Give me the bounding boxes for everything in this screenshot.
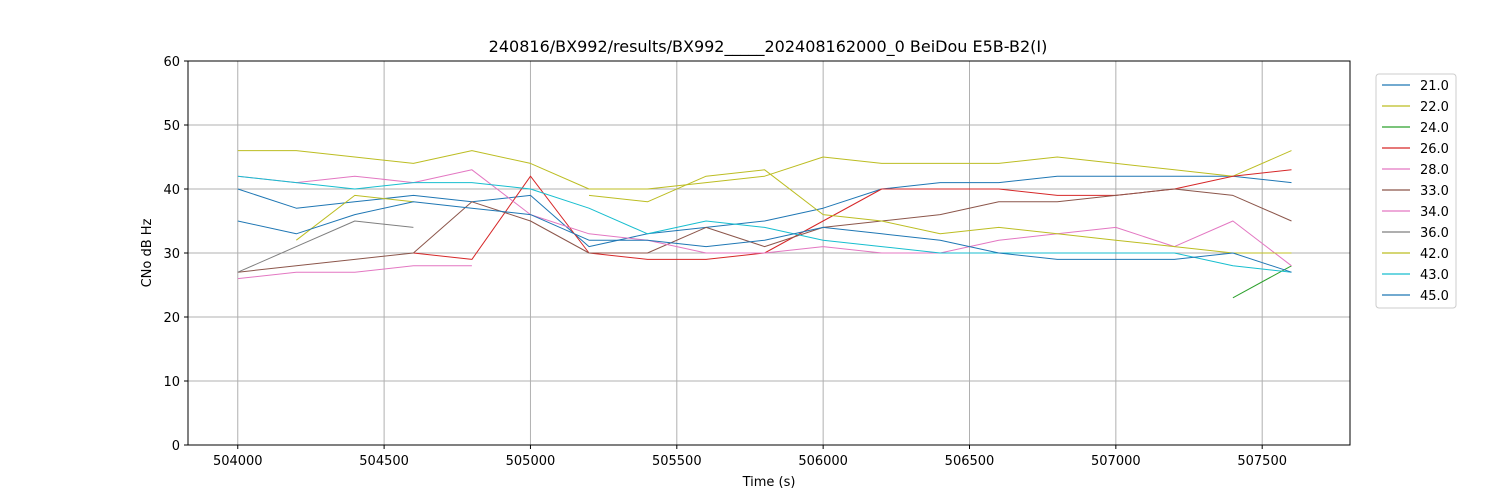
x-tick-label: 506500: [945, 454, 995, 469]
chart-title: 240816/BX992/results/BX992_____202408162…: [489, 37, 1048, 57]
legend-entry: 45.0: [1420, 289, 1449, 304]
x-tick-label: 505500: [652, 454, 702, 469]
y-tick-label: 10: [163, 375, 180, 390]
y-tick-label: 60: [163, 55, 180, 70]
x-tick-label: 507000: [1091, 454, 1141, 469]
grid: [188, 60, 1350, 446]
legend-entry: 22.0: [1420, 100, 1449, 115]
legend-entry: 24.0: [1420, 121, 1449, 136]
x-axis-label: Time (s): [742, 475, 796, 490]
legend: 21.0 22.0 24.0 26.0 28.0 33.0 34.0 36.0 42.0 43.0…: [1375, 73, 1457, 309]
y-tick-label: 50: [163, 119, 180, 134]
series-line-21.0: [237, 175, 1292, 248]
legend-entry: 28.0: [1420, 163, 1449, 178]
y-tick-label: 0: [172, 439, 180, 454]
legend-frame: [1375, 73, 1457, 309]
x-tick-label: 505000: [506, 454, 556, 469]
series-line-28.0: [237, 265, 472, 280]
series-line-36.0: [237, 220, 414, 273]
legend-entry: 33.0: [1420, 184, 1449, 199]
series-line-42.0: [295, 169, 1292, 254]
plot-lines: [237, 150, 1292, 299]
series-line-22.0: [237, 150, 1292, 190]
y-tick-label: 20: [163, 311, 180, 326]
legend-entry: 21.0: [1420, 79, 1449, 94]
legend-entry: 34.0: [1420, 205, 1449, 220]
legend-entry: 36.0: [1420, 226, 1449, 241]
legend-entry: 42.0: [1420, 247, 1449, 262]
x-tick-label: 506000: [798, 454, 848, 469]
x-tick-label: 504000: [213, 454, 263, 469]
x-axis: 504000 504500 505000 505500 506000 506500 5070…: [213, 445, 1287, 469]
series-line-45.0: [237, 201, 1292, 273]
y-tick-label: 30: [163, 247, 180, 262]
x-tick-label: 504500: [359, 454, 409, 469]
x-tick-label: 507500: [1237, 454, 1287, 469]
y-tick-label: 40: [163, 183, 180, 198]
y-axis: 0 10 20 30 40 50 60: [163, 55, 188, 454]
legend-entry: 26.0: [1420, 142, 1449, 157]
series-line-43.0: [237, 175, 1292, 273]
y-axis-label: CNo dB Hz: [140, 218, 155, 287]
series-line-33.0: [237, 188, 1292, 273]
legend-entry: 43.0: [1420, 268, 1449, 283]
